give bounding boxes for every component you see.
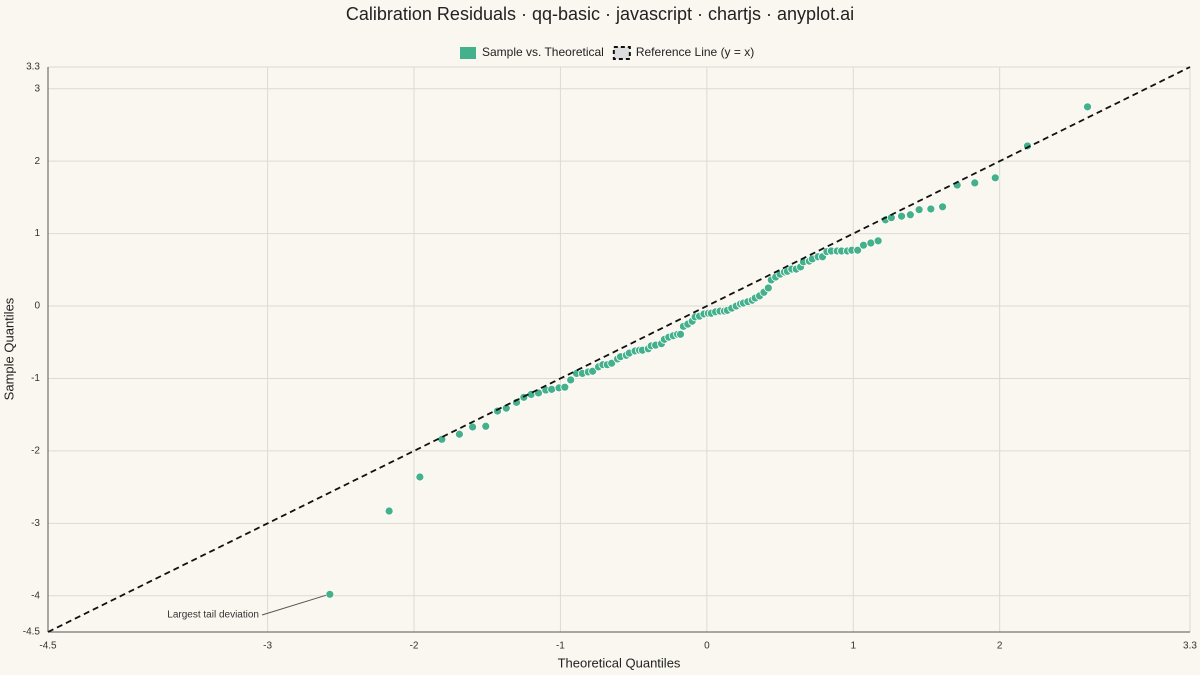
x-axis-title: Theoretical Quantiles [558, 655, 681, 670]
point [501, 403, 511, 413]
point [588, 366, 598, 376]
point [938, 202, 947, 212]
point [468, 422, 477, 432]
legend-label: Reference Line (y = x) [636, 45, 754, 59]
x-tick-label: 2 [997, 641, 1003, 652]
x-tick-label: 3.3 [1183, 641, 1197, 652]
x-tick-label: 0 [704, 641, 710, 652]
point [886, 213, 896, 223]
point [1083, 102, 1092, 112]
x-tick-label: -1 [556, 641, 565, 652]
point [914, 205, 924, 215]
x-tick-label: -3 [263, 641, 272, 652]
point [560, 382, 570, 392]
point [481, 421, 491, 431]
point [566, 375, 576, 385]
point [676, 329, 685, 339]
point [873, 236, 883, 246]
point [970, 178, 980, 188]
y-tick-label: -4.5 [23, 627, 41, 638]
point [763, 283, 773, 293]
point [897, 211, 906, 221]
legend-label: Sample vs. Theoretical [482, 45, 604, 59]
point [455, 429, 464, 439]
point [905, 210, 915, 220]
y-tick-label: -3 [31, 518, 40, 529]
chart-title: Calibration Residuals · qq-basic · javas… [346, 4, 854, 24]
x-tick-label: -2 [410, 641, 419, 652]
point [607, 358, 617, 368]
point [853, 245, 863, 255]
point [325, 589, 335, 599]
point [859, 240, 868, 250]
legend-swatch [460, 47, 476, 59]
y-tick-label: -2 [31, 446, 40, 457]
legend-swatch [612, 46, 631, 60]
reference-line [47, 66, 1191, 633]
y-tick-label: 0 [34, 301, 40, 312]
y-tick-label: 3.3 [26, 62, 40, 73]
y-tick-label: 2 [34, 156, 40, 167]
point [990, 173, 1000, 183]
x-tick-label: 1 [850, 641, 856, 652]
point [415, 472, 425, 482]
y-tick-label: 3 [34, 83, 40, 94]
y-tick-label: -4 [31, 590, 40, 601]
y-tick-label: 1 [34, 228, 40, 239]
point [384, 506, 394, 516]
annotation: Largest tail deviation [167, 610, 259, 621]
y-axis-title: Sample Quantiles [1, 297, 16, 400]
x-tick-label: -4.5 [39, 641, 57, 652]
point [926, 204, 936, 214]
point [547, 384, 557, 394]
point [866, 238, 876, 248]
y-tick-label: -1 [31, 373, 40, 384]
annotation-line [261, 594, 326, 616]
